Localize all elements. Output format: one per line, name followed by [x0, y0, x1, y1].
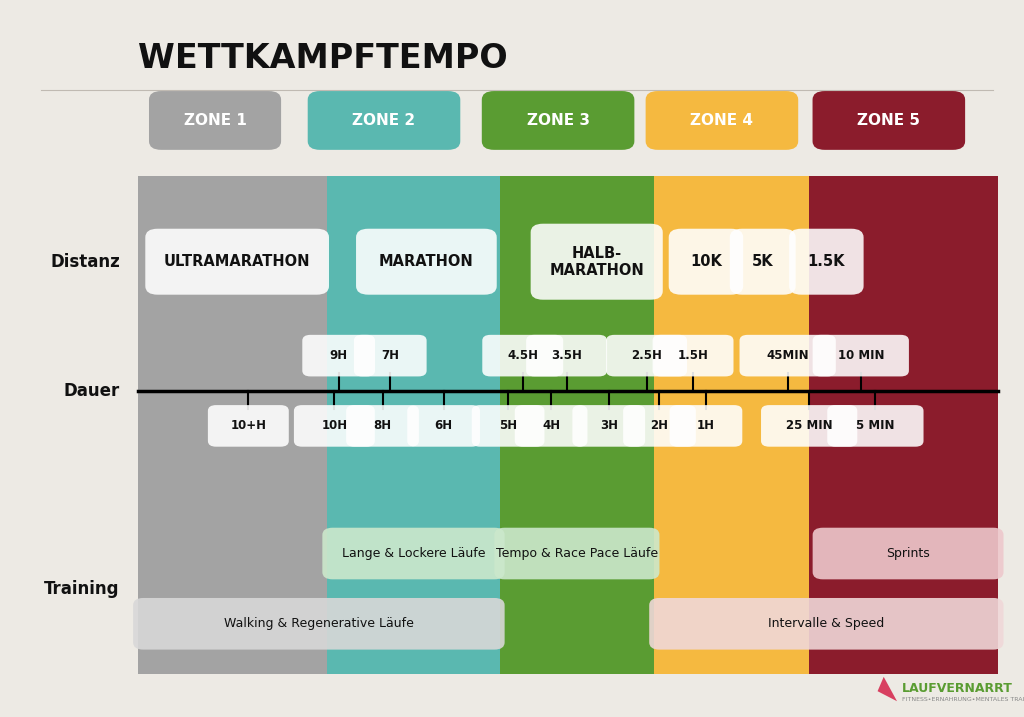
FancyBboxPatch shape — [670, 405, 742, 447]
FancyBboxPatch shape — [482, 335, 563, 376]
Text: ZONE 4: ZONE 4 — [690, 113, 754, 128]
Text: WETTKAMPFTEMPO: WETTKAMPFTEMPO — [138, 42, 508, 75]
Text: Walking & Regenerative Läufe: Walking & Regenerative Läufe — [224, 617, 414, 630]
Text: LAUFVERNARRT: LAUFVERNARRT — [902, 682, 1013, 695]
Text: Distanz: Distanz — [50, 252, 120, 271]
Text: 45MIN: 45MIN — [766, 349, 809, 362]
Text: 2H: 2H — [650, 419, 669, 432]
FancyBboxPatch shape — [133, 598, 505, 650]
Text: 2.5H: 2.5H — [631, 349, 663, 362]
FancyBboxPatch shape — [809, 176, 998, 674]
Text: Tempo & Race Pace Läufe: Tempo & Race Pace Läufe — [496, 547, 658, 560]
FancyBboxPatch shape — [500, 176, 654, 674]
FancyBboxPatch shape — [482, 91, 635, 150]
FancyBboxPatch shape — [572, 405, 645, 447]
FancyBboxPatch shape — [645, 91, 799, 150]
FancyBboxPatch shape — [145, 229, 329, 295]
Text: MARATHON: MARATHON — [379, 255, 474, 269]
FancyBboxPatch shape — [294, 405, 375, 447]
FancyBboxPatch shape — [649, 598, 1004, 650]
FancyBboxPatch shape — [408, 405, 480, 447]
Text: 10 MIN: 10 MIN — [838, 349, 884, 362]
FancyBboxPatch shape — [739, 335, 836, 376]
Text: 25 MIN: 25 MIN — [785, 419, 833, 432]
FancyBboxPatch shape — [530, 224, 663, 300]
Text: 5H: 5H — [499, 419, 517, 432]
FancyBboxPatch shape — [307, 91, 461, 150]
FancyBboxPatch shape — [323, 528, 505, 579]
FancyBboxPatch shape — [526, 335, 607, 376]
FancyBboxPatch shape — [654, 176, 809, 674]
FancyBboxPatch shape — [346, 405, 419, 447]
Text: ZONE 2: ZONE 2 — [352, 113, 416, 128]
Text: Training: Training — [44, 580, 120, 599]
Text: HALB-
MARATHON: HALB- MARATHON — [549, 245, 644, 278]
Text: 7H: 7H — [381, 349, 399, 362]
FancyBboxPatch shape — [138, 176, 328, 674]
Polygon shape — [878, 677, 897, 701]
FancyBboxPatch shape — [761, 405, 857, 447]
FancyBboxPatch shape — [495, 528, 659, 579]
Text: FITNESS•ERNÄHRUNG•MENTALES TRAINING: FITNESS•ERNÄHRUNG•MENTALES TRAINING — [902, 697, 1024, 701]
Text: ZONE 1: ZONE 1 — [183, 113, 247, 128]
FancyBboxPatch shape — [354, 335, 427, 376]
Text: ULTRAMARATHON: ULTRAMARATHON — [164, 255, 310, 269]
Text: 3.5H: 3.5H — [551, 349, 582, 362]
Text: Lange & Lockere Läufe: Lange & Lockere Läufe — [342, 547, 485, 560]
Text: 5K: 5K — [752, 255, 773, 269]
FancyBboxPatch shape — [472, 405, 545, 447]
Text: Sprints: Sprints — [886, 547, 930, 560]
Text: Dauer: Dauer — [63, 381, 120, 400]
FancyBboxPatch shape — [827, 405, 924, 447]
FancyBboxPatch shape — [790, 229, 863, 295]
Text: 5 MIN: 5 MIN — [856, 419, 895, 432]
Text: 10K: 10K — [690, 255, 722, 269]
FancyBboxPatch shape — [813, 335, 909, 376]
Text: 9H: 9H — [330, 349, 348, 362]
Text: 1.5K: 1.5K — [808, 255, 845, 269]
FancyBboxPatch shape — [813, 91, 965, 150]
Text: 4H: 4H — [542, 419, 560, 432]
FancyBboxPatch shape — [730, 229, 796, 295]
Text: 3H: 3H — [600, 419, 617, 432]
Text: 1.5H: 1.5H — [678, 349, 709, 362]
FancyBboxPatch shape — [669, 229, 743, 295]
FancyBboxPatch shape — [150, 91, 281, 150]
Text: 6H: 6H — [434, 419, 453, 432]
Text: 4.5H: 4.5H — [507, 349, 539, 362]
FancyBboxPatch shape — [328, 176, 500, 674]
FancyBboxPatch shape — [813, 528, 1004, 579]
Text: ZONE 3: ZONE 3 — [526, 113, 590, 128]
Text: 10H: 10H — [322, 419, 347, 432]
Text: ZONE 5: ZONE 5 — [857, 113, 921, 128]
FancyBboxPatch shape — [606, 335, 687, 376]
FancyBboxPatch shape — [356, 229, 497, 295]
FancyBboxPatch shape — [652, 335, 733, 376]
FancyBboxPatch shape — [302, 335, 375, 376]
FancyBboxPatch shape — [208, 405, 289, 447]
FancyBboxPatch shape — [515, 405, 588, 447]
Text: 10+H: 10+H — [230, 419, 266, 432]
Text: 8H: 8H — [374, 419, 391, 432]
FancyBboxPatch shape — [624, 405, 696, 447]
Text: Intervalle & Speed: Intervalle & Speed — [768, 617, 885, 630]
Text: 1H: 1H — [697, 419, 715, 432]
